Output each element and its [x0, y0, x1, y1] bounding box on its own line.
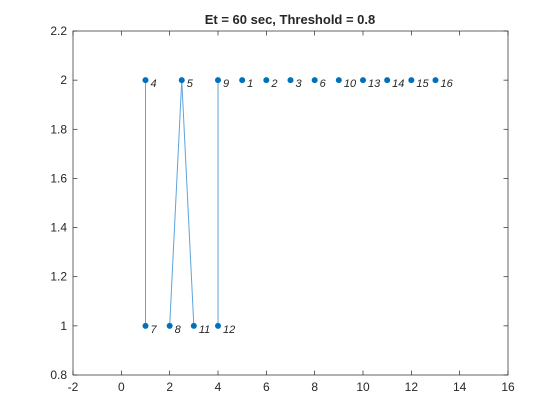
data-point: [239, 77, 246, 84]
point-label: 9: [223, 78, 229, 90]
edge-line: [169, 80, 183, 326]
x-tick-label: 12: [405, 380, 419, 394]
data-point: [335, 77, 342, 84]
x-tick-label: 6: [263, 380, 270, 394]
point-label: 1: [247, 78, 253, 90]
data-point: [311, 77, 318, 84]
point-label: 3: [296, 78, 303, 90]
point-label: 10: [344, 78, 357, 90]
point-label: 7: [151, 324, 158, 336]
points-layer: 4 5 9 1 2 3 6 10 13 14 15 167 8 11 12: [142, 77, 454, 336]
x-tick-label: 4: [215, 380, 222, 394]
point-label: 6: [320, 78, 327, 90]
data-point: [142, 77, 149, 84]
point-label: 8: [175, 324, 182, 336]
point-label: 4: [151, 78, 157, 90]
point-label: 2: [270, 78, 277, 90]
x-tick-label: 14: [453, 380, 467, 394]
data-point: [432, 77, 439, 84]
data-point: [408, 77, 415, 84]
y-tick-label: 0.8: [50, 368, 67, 382]
data-point: [215, 322, 221, 329]
point-label: 13: [368, 78, 381, 90]
edge-line: [181, 80, 195, 326]
x-tick-label: 8: [311, 380, 318, 394]
edges-layer: [145, 80, 219, 326]
data-point: [166, 322, 173, 329]
chart-title: Et = 60 sec, Threshold = 0.8: [205, 12, 376, 27]
y-tick-label: 2: [60, 73, 67, 87]
x-tick-label: 10: [356, 380, 370, 394]
data-point: [287, 77, 294, 84]
ticks-layer: -2 0 2 4 6 8 10 12 14 160.811.21.41.61.822.2: [50, 24, 515, 394]
y-tick-label: 1.8: [50, 122, 67, 136]
point-label: 12: [223, 324, 235, 336]
point-label: 15: [416, 78, 429, 90]
x-tick-label: 16: [501, 380, 515, 394]
data-point: [384, 77, 391, 84]
y-tick-label: 2.2: [50, 24, 67, 38]
y-tick-label: 1.4: [50, 221, 67, 235]
data-point: [178, 77, 185, 84]
data-point: [142, 322, 149, 329]
y-tick-label: 1: [60, 319, 67, 333]
data-point: [215, 77, 221, 84]
y-tick-label: 1.2: [50, 270, 67, 284]
point-label: 14: [392, 78, 404, 90]
x-tick-label: 0: [118, 380, 125, 394]
data-point: [190, 322, 197, 329]
point-label: 11: [199, 324, 210, 336]
y-tick-label: 1.6: [50, 171, 67, 185]
x-tick-label: 2: [166, 380, 173, 394]
data-point: [360, 77, 366, 84]
data-point: [263, 77, 270, 84]
x-tick-label: -2: [68, 380, 79, 394]
point-label: 16: [441, 78, 454, 90]
point-label: 5: [187, 78, 194, 90]
